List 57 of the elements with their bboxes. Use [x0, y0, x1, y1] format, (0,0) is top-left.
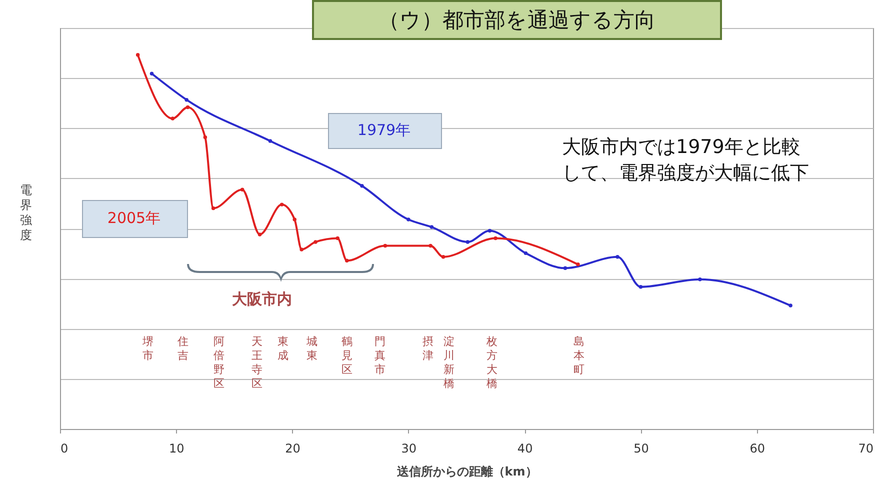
point: [383, 244, 388, 248]
point: [494, 236, 498, 240]
annotation: 枚方大橋: [486, 335, 498, 390]
point: [186, 105, 190, 110]
point: [563, 266, 568, 270]
annotation: 摂津: [422, 335, 434, 362]
point: [136, 53, 140, 57]
point: [240, 188, 244, 192]
point: [441, 255, 446, 259]
point: [698, 278, 702, 282]
point: [788, 304, 792, 308]
point: [345, 258, 349, 263]
point: [203, 135, 208, 140]
point: [314, 240, 318, 244]
x-axis-title: 送信所からの距離（km）: [396, 464, 538, 478]
x-tick-label: 10: [169, 442, 184, 456]
annotation: 住吉: [178, 335, 188, 362]
annotation: 門真市: [374, 335, 386, 376]
point: [524, 251, 528, 256]
point: [150, 72, 154, 76]
point: [430, 225, 434, 229]
point: [428, 244, 432, 248]
point: [406, 218, 410, 222]
point: [300, 248, 304, 252]
annotation: 阿倍野区: [214, 335, 224, 390]
point: [268, 139, 272, 143]
point: [616, 255, 620, 259]
annotation: 大阪市内では1979年と比較して、電界強度が大幅に低下: [562, 135, 810, 186]
point: [211, 206, 216, 210]
x-tick-label: 60: [750, 442, 765, 456]
x-tick-label: 0: [60, 442, 68, 456]
point: [280, 202, 284, 206]
x-tick-label: 40: [517, 442, 533, 456]
point: [258, 232, 262, 236]
annotation: 島本町: [574, 335, 584, 376]
point: [576, 262, 580, 266]
y-axis-title: 電界強度: [19, 183, 33, 243]
x-tick-label: 50: [634, 442, 649, 456]
point: [336, 236, 340, 240]
x-tick-label: 30: [401, 442, 417, 456]
annotation: 淀川新橋: [444, 335, 454, 390]
point: [488, 228, 492, 233]
annotation: 鶴見区: [342, 335, 352, 376]
point: [638, 284, 643, 289]
point: [360, 184, 364, 188]
chart-title: （ウ）都市部を通過する方向: [312, 0, 722, 40]
x-tick-label: 70: [858, 442, 874, 456]
point: [170, 116, 175, 120]
point: [184, 98, 188, 102]
annotation: 天王寺区: [252, 335, 262, 390]
point: [292, 218, 296, 222]
annotation: 城東: [306, 335, 318, 362]
point: [466, 240, 470, 244]
annotation: 堺市: [142, 335, 154, 362]
annotation: 東成: [278, 335, 288, 362]
annotation: 大阪市内: [232, 290, 292, 309]
x-tick-label: 20: [285, 442, 300, 456]
